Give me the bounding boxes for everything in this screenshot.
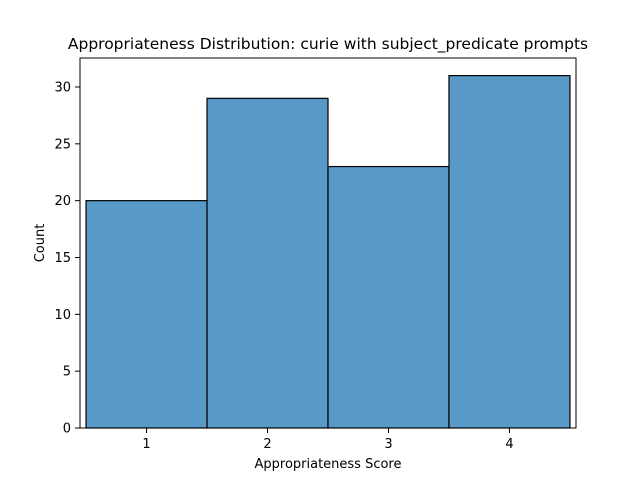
x-tick-label: 2	[263, 437, 271, 452]
y-axis-label: Count	[33, 224, 48, 263]
y-axis-ticks: 0 5 10 15 20 25 30	[54, 80, 80, 437]
axes-frame	[79, 57, 577, 429]
bar-2	[206, 97, 329, 429]
plot-frame	[79, 57, 577, 429]
y-tick-label: 10	[54, 308, 71, 323]
bar-group	[85, 75, 571, 429]
y-tick-label: 30	[54, 80, 71, 95]
chart-title: Appropriateness Distribution: curie with…	[68, 35, 588, 54]
x-axis-ticks: 1 2 3 4	[142, 428, 514, 452]
y-tick-label: 5	[63, 365, 71, 380]
x-tick-label: 4	[505, 437, 513, 452]
y-tick-label: 15	[54, 251, 71, 266]
y-tick-label: 25	[54, 137, 71, 152]
bar-3	[327, 165, 450, 429]
x-tick-label: 3	[384, 437, 392, 452]
x-tick-label: 1	[142, 437, 150, 452]
x-axis-label: Appropriateness Score	[254, 457, 401, 472]
y-tick-label: 0	[63, 422, 71, 437]
y-tick-label: 20	[54, 194, 71, 209]
bar-1	[85, 200, 208, 429]
bar-4	[448, 75, 571, 429]
